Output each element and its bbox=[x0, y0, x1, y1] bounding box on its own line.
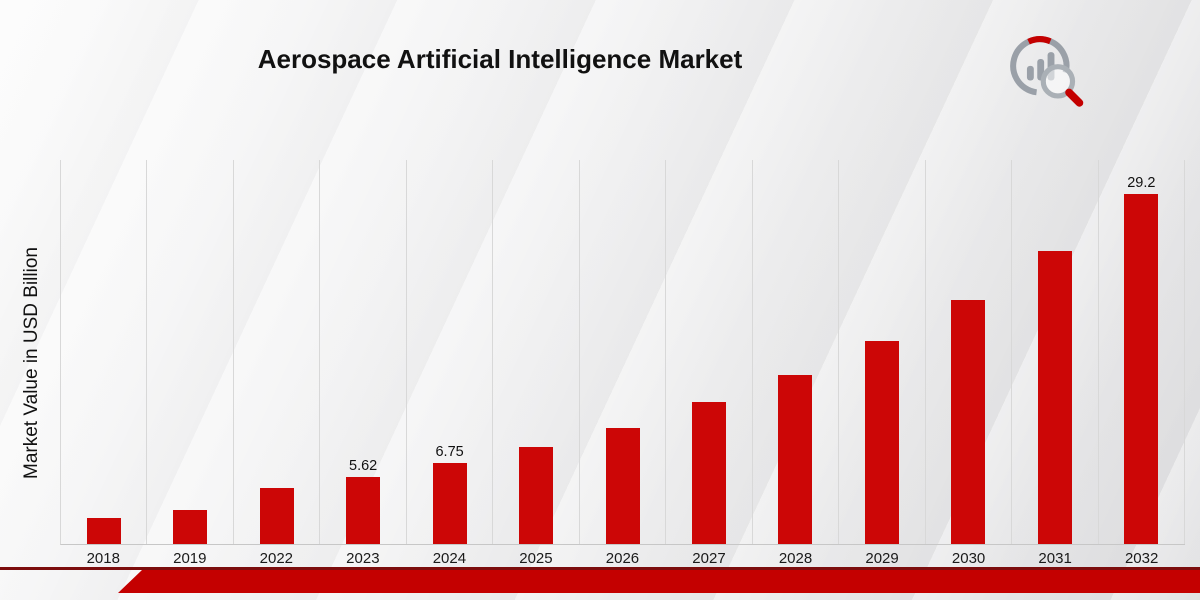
bar-2031 bbox=[1037, 251, 1072, 544]
x-tick-label-2030: 2030 bbox=[951, 550, 986, 567]
bar-2023: 5.62 bbox=[346, 458, 381, 544]
chart-column-2030 bbox=[926, 160, 1013, 544]
chart-title: Aerospace Artificial Intelligence Market bbox=[257, 44, 743, 74]
x-tick-label-2031: 2031 bbox=[1038, 550, 1072, 567]
chart-column-2019 bbox=[147, 160, 234, 544]
bar-2025 bbox=[519, 447, 554, 544]
chart-column-2029 bbox=[839, 160, 926, 544]
x-tick-label-2029: 2029 bbox=[865, 550, 899, 567]
chart-column-2028 bbox=[753, 160, 840, 544]
bar-2019 bbox=[173, 510, 208, 544]
bar-2030 bbox=[951, 300, 986, 544]
plot-area: 5.62 6.75 29.2 bbox=[60, 160, 1186, 545]
chart-column-2025 bbox=[493, 160, 580, 544]
bar-2018 bbox=[86, 517, 121, 544]
x-tick-label-2024: 2024 bbox=[432, 550, 467, 567]
x-tick-label-2018: 2018 bbox=[86, 550, 120, 567]
bar-2028 bbox=[778, 374, 813, 544]
chart-column-2023: 5.62 bbox=[320, 160, 407, 544]
bar-value-label-2032: 29.2 bbox=[1127, 174, 1156, 191]
x-tick-label-2022: 2022 bbox=[259, 550, 294, 567]
y-axis-label: Market Value in USD Billion bbox=[21, 247, 42, 479]
x-axis-ticks: 2018 2019 2022 2023 2024 2025 2026 2027 2028 2029… bbox=[60, 550, 1185, 567]
x-tick-label-2028: 2028 bbox=[778, 550, 813, 567]
x-tick-label-2019: 2019 bbox=[173, 550, 207, 567]
footer-ribbon bbox=[118, 570, 1200, 593]
bar-2029 bbox=[864, 341, 899, 544]
chart-column-2027 bbox=[666, 160, 753, 544]
bar-value-label-2023: 5.62 bbox=[349, 457, 378, 474]
brand-logo-icon bbox=[1010, 36, 1084, 107]
chart-column-2024: 6.75 bbox=[407, 160, 494, 544]
x-tick-label-2023: 2023 bbox=[346, 550, 380, 567]
bar-2027 bbox=[692, 402, 727, 544]
bar-2026 bbox=[605, 427, 640, 544]
bar-value-label-2024: 6.75 bbox=[435, 444, 464, 460]
footer-ribbon-accent-line bbox=[0, 567, 1200, 570]
x-tick-label-2027: 2027 bbox=[692, 550, 726, 567]
bar-2022 bbox=[259, 487, 294, 544]
chart-column-2022 bbox=[234, 160, 321, 544]
chart-column-2031 bbox=[1012, 160, 1099, 544]
chart-column-2032: 29.2 bbox=[1099, 160, 1186, 544]
x-tick-label-2032: 2032 bbox=[1124, 550, 1159, 567]
x-tick-label-2025: 2025 bbox=[519, 550, 553, 567]
bar-2032: 29.2 bbox=[1124, 175, 1159, 544]
chart-column-2026 bbox=[580, 160, 667, 544]
chart-column-2018 bbox=[61, 160, 148, 544]
bar-2024: 6.75 bbox=[432, 444, 467, 544]
x-tick-label-2026: 2026 bbox=[605, 550, 640, 567]
